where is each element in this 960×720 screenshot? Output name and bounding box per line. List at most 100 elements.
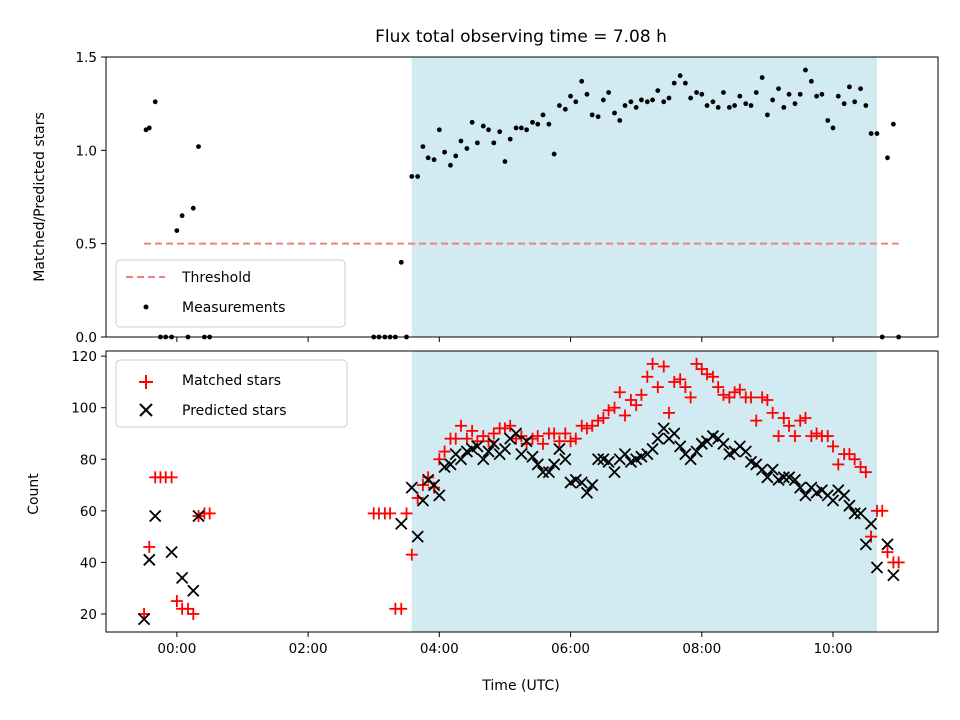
measurement-point <box>474 140 480 146</box>
matched-star-point <box>630 399 643 412</box>
measurement-point <box>743 101 749 107</box>
matched-star-point <box>170 595 183 608</box>
predicted-star-point <box>799 489 812 502</box>
measurement-point <box>540 112 546 118</box>
measurement-point <box>573 99 579 105</box>
matched-star-point <box>805 430 818 443</box>
measurement-point <box>655 88 661 93</box>
predicted-star-point <box>575 476 588 489</box>
predicted-stars-points <box>137 422 900 626</box>
measurement-point <box>633 105 639 110</box>
matched-star-point <box>460 432 473 445</box>
predicted-star-point <box>684 453 697 466</box>
matched-star-point <box>723 391 736 404</box>
matched-star-point <box>548 427 561 440</box>
matched-star-point <box>384 507 397 520</box>
top-y-ticks: 0.0 0.5 1.0 1.5 <box>76 50 106 346</box>
matched-star-point <box>504 419 517 432</box>
measurement-point <box>830 125 836 131</box>
matched-star-point <box>794 414 807 427</box>
measurement-point <box>863 103 869 108</box>
legend-matched-swatch <box>139 375 153 389</box>
matched-star-point <box>454 419 467 432</box>
matched-star-point <box>531 430 544 443</box>
measurement-point <box>874 131 880 136</box>
measurement-point <box>808 78 814 84</box>
matched-star-point <box>520 437 533 450</box>
matched-star-point <box>750 414 763 427</box>
measurement-point <box>726 105 732 110</box>
measurement-point <box>146 125 152 131</box>
predicted-star-point <box>482 445 495 458</box>
matched-star-point <box>597 412 610 425</box>
matched-star-point <box>477 430 490 443</box>
matched-star-point <box>772 430 785 443</box>
predicted-star-point <box>761 471 774 484</box>
matched-star-point <box>810 427 823 440</box>
predicted-star-point <box>777 471 790 484</box>
measurement-point <box>584 91 590 97</box>
measurement-point <box>497 129 503 135</box>
measurement-point <box>448 162 453 168</box>
matched-star-point <box>602 404 615 417</box>
matched-star-point <box>187 607 200 620</box>
matched-star-point <box>657 360 670 373</box>
predicted-star-point <box>838 489 851 502</box>
predicted-star-point <box>405 481 418 494</box>
measurement-point <box>507 136 513 142</box>
measurement-point <box>694 90 699 95</box>
bottom-y-axis-label: Count <box>26 473 42 515</box>
predicted-star-point <box>137 612 151 626</box>
predicted-star-point <box>870 561 884 574</box>
matched-star-point <box>854 461 867 474</box>
predicted-star-point <box>690 445 703 458</box>
measurement-point <box>737 93 743 99</box>
measurement-point <box>174 228 180 234</box>
matched-star-point <box>674 373 687 386</box>
matched-star-point <box>712 381 725 394</box>
matched-star-point <box>438 445 451 458</box>
predicted-star-point <box>717 437 730 450</box>
matched-star-point <box>728 386 741 399</box>
matched-star-point <box>433 453 446 466</box>
bottom-y-tick-label: 20 <box>80 607 97 623</box>
measurement-point <box>152 99 158 105</box>
measurement-point <box>847 84 852 90</box>
measurement-point <box>491 140 497 146</box>
bottom-y-tick-label: 120 <box>71 349 97 365</box>
predicted-star-point <box>591 453 605 466</box>
predicted-star-point <box>454 453 468 466</box>
measurement-point <box>551 151 557 157</box>
measurement-point <box>835 93 841 99</box>
predicted-star-point <box>668 427 681 440</box>
top-y-tick-label: 0.5 <box>76 237 97 253</box>
x-axis-label: Time (UTC) <box>481 678 559 694</box>
legend-measurements-swatch <box>143 304 149 310</box>
measurement-point <box>535 121 541 127</box>
matched-stars-points <box>138 357 905 620</box>
bottom-x-tick-label: 10:00 <box>814 641 853 657</box>
matched-star-point <box>569 432 582 445</box>
predicted-star-point <box>165 545 178 559</box>
measurement-point <box>661 99 667 105</box>
matched-star-point <box>788 430 801 443</box>
measurement-point <box>589 112 595 118</box>
bottom-x-tick-label: 02:00 <box>289 641 328 657</box>
predicted-star-point <box>618 447 632 461</box>
matched-star-point <box>395 602 408 615</box>
top-legend: Threshold Measurements <box>115 259 346 328</box>
measurement-point <box>677 73 683 79</box>
matched-star-point <box>422 471 435 484</box>
top-x-ticks <box>176 337 834 342</box>
measurement-point <box>699 91 705 97</box>
predicted-star-point <box>586 478 599 492</box>
predicted-star-point <box>859 538 872 551</box>
matched-star-point <box>182 602 195 615</box>
top-panel: Flux total observing time = 7.08 h 0.00.… <box>32 27 939 346</box>
bottom-legend-box <box>115 359 348 428</box>
predicted-star-point <box>794 481 807 494</box>
legend-predicted-label: Predicted stars <box>182 403 287 419</box>
bottom-panel: 20 40 60 80 100 120 00:00 02:00 04:00 06:00 08:00… <box>26 349 939 694</box>
legend-predicted-swatch <box>139 403 153 417</box>
measurement-point <box>595 114 601 120</box>
